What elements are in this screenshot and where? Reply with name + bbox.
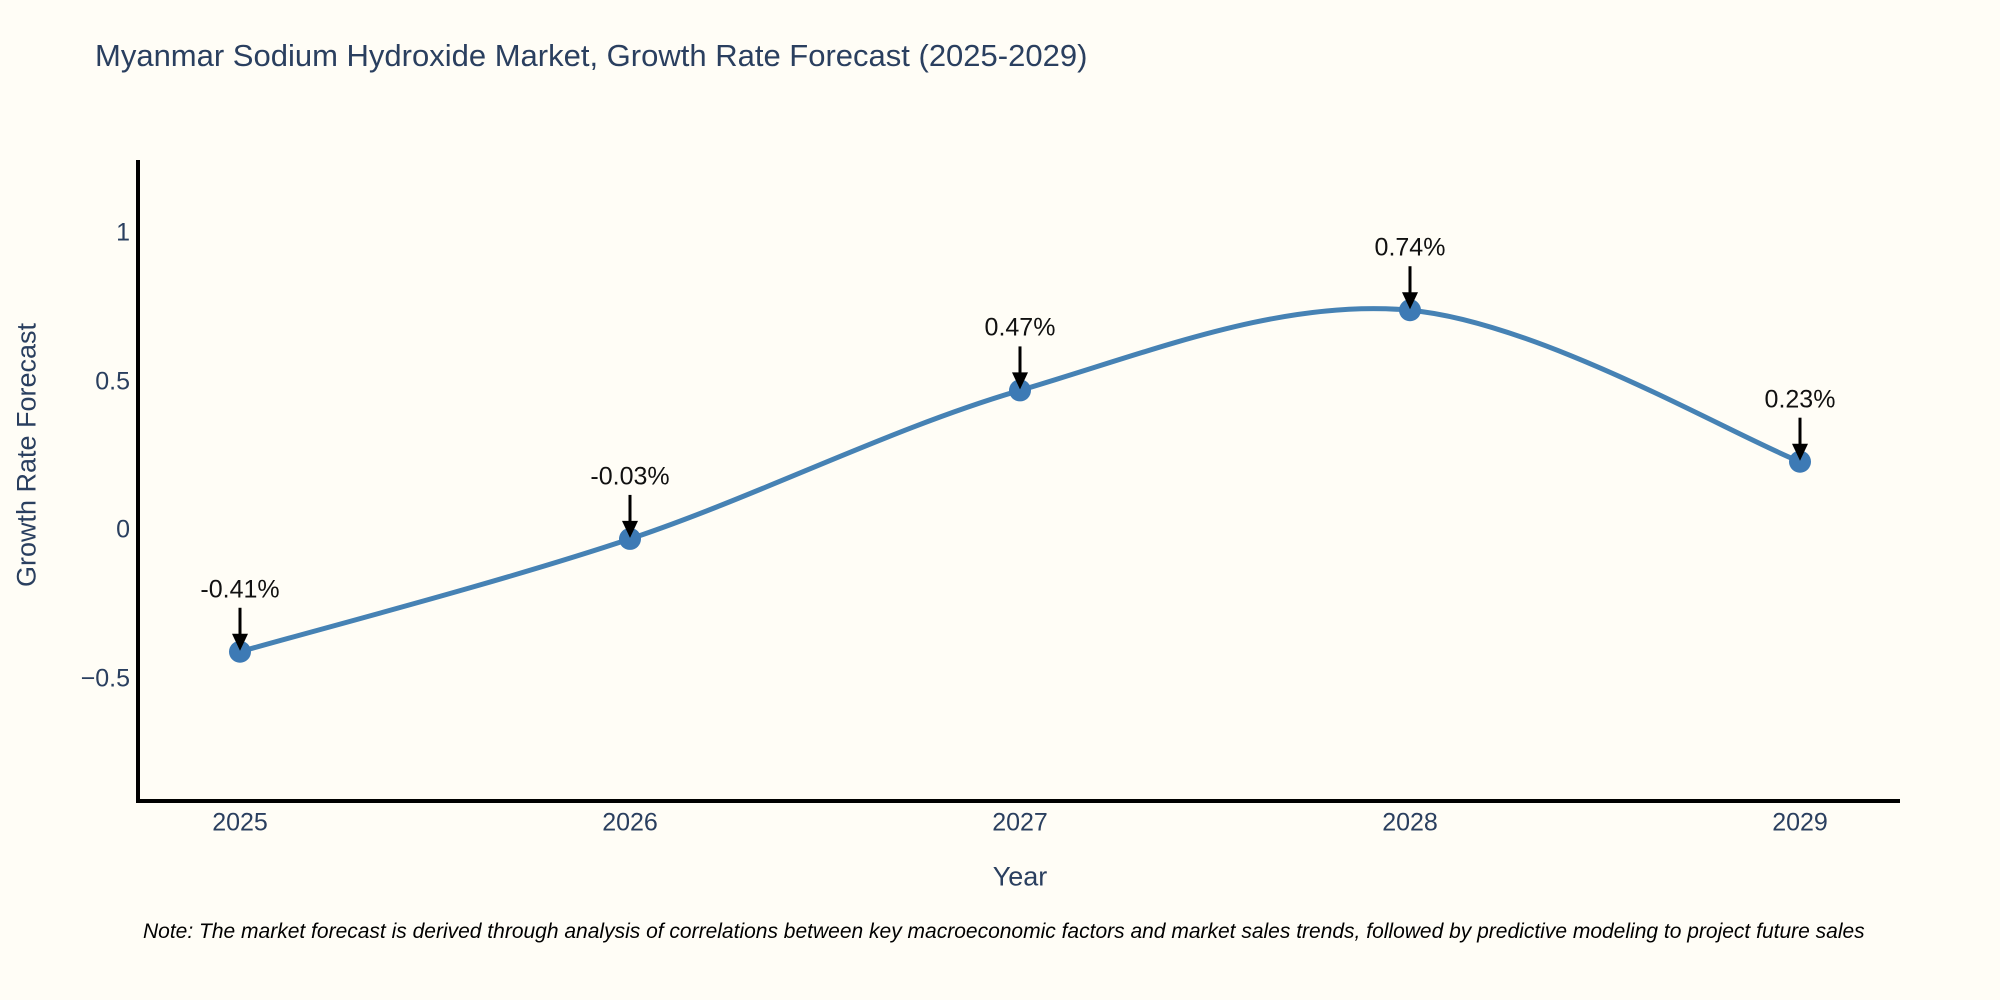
footnote: Note: The market forecast is derived thr… [143, 920, 1865, 943]
data-point-marker [1009, 379, 1031, 402]
x-tick-label: 2025 [212, 808, 268, 837]
data-point-label: -0.41% [200, 575, 280, 604]
x-tick-label: 2026 [602, 808, 658, 837]
data-point-label: 0.47% [984, 313, 1056, 342]
y-tick-label: 1 [116, 218, 130, 247]
data-point-marker [1399, 299, 1421, 322]
x-tick-label: 2027 [992, 808, 1048, 837]
y-axis-ticks: 1 0.5 0 −0.5 [0, 0, 130, 1000]
data-point-marker [1789, 450, 1811, 473]
data-point-label: -0.03% [590, 462, 670, 491]
y-tick-label: 0.5 [95, 367, 130, 395]
annotation-arrow-head [1012, 372, 1028, 390]
annotation-arrow-head [232, 633, 248, 651]
data-point-marker [229, 640, 251, 663]
annotation-arrow-head [622, 520, 638, 538]
annotation-arrow-head [1792, 443, 1808, 461]
data-point-label: 0.74% [1374, 233, 1446, 262]
annotation-arrow-head [1402, 292, 1418, 310]
x-tick-label: 2029 [1772, 808, 1828, 837]
y-tick-label: 0 [116, 515, 130, 544]
data-point-marker [619, 527, 641, 550]
chart-title: Myanmar Sodium Hydroxide Market, Growth … [95, 38, 1088, 73]
x-axis-title: Year [992, 861, 1048, 892]
data-point-label: 0.23% [1764, 385, 1836, 414]
x-tick-label: 2028 [1382, 808, 1438, 837]
y-tick-label: −0.5 [80, 664, 130, 692]
